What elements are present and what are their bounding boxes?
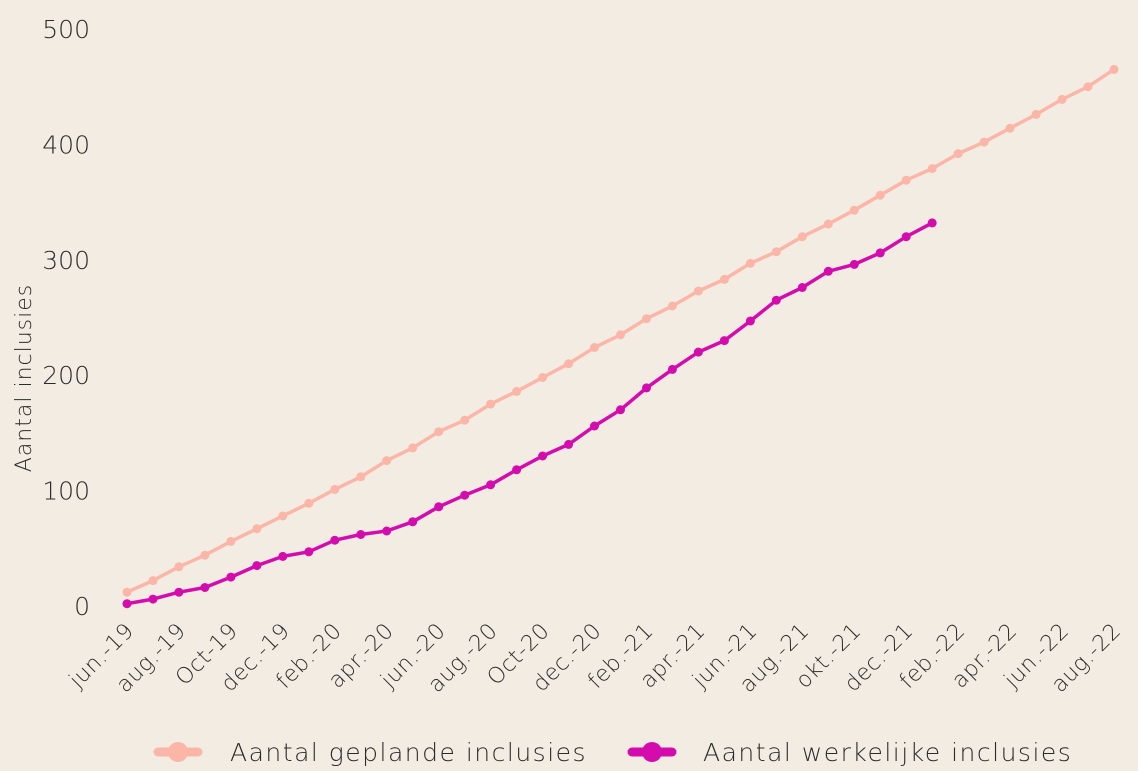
data-point: [304, 547, 313, 556]
data-point: [564, 359, 573, 368]
data-point: [1006, 124, 1015, 133]
x-axis-ticks: jun.-19aug.-19Oct-19dec.-19feb.-20apr.-2…: [64, 619, 1126, 698]
data-point: [123, 588, 132, 597]
y-tick-label: 100: [42, 477, 90, 506]
y-tick-label: 0: [74, 592, 90, 621]
data-point: [356, 472, 365, 481]
data-point: [928, 164, 937, 173]
data-point: [382, 527, 391, 536]
data-point: [1032, 110, 1041, 119]
data-point: [616, 405, 625, 414]
legend-item: Aantal geplande inclusies: [158, 738, 587, 767]
data-point: [278, 512, 287, 521]
data-point: [252, 524, 261, 533]
data-point: [538, 373, 547, 382]
data-point: [642, 383, 651, 392]
data-point: [798, 283, 807, 292]
data-point: [876, 248, 885, 257]
data-point: [408, 517, 417, 526]
data-point: [798, 232, 807, 241]
y-tick-label: 500: [42, 15, 90, 44]
data-point: [512, 387, 521, 396]
data-point: [434, 427, 443, 436]
y-axis-ticks: 0 100 200 300 400 500: [42, 15, 90, 621]
data-point: [304, 499, 313, 508]
data-point: [928, 218, 937, 227]
data-point: [538, 452, 547, 461]
data-point: [694, 348, 703, 357]
data-point: [694, 287, 703, 296]
data-point: [512, 465, 521, 474]
data-point: [149, 576, 158, 585]
data-point: [642, 314, 651, 323]
data-point: [720, 336, 729, 345]
data-point: [1058, 95, 1067, 104]
data-point: [850, 260, 859, 269]
data-point: [1110, 65, 1119, 74]
data-point: [460, 491, 469, 500]
data-point: [408, 443, 417, 452]
y-axis-label: Aantal inclusies: [12, 284, 37, 472]
data-point: [772, 296, 781, 305]
data-point: [746, 259, 755, 268]
series-aantal-werkelijke-inclusies: [123, 218, 937, 608]
data-point: [616, 330, 625, 339]
data-point: [434, 502, 443, 511]
data-point: [123, 599, 132, 608]
data-point: [824, 220, 833, 229]
data-point: [226, 537, 235, 546]
data-point: [668, 302, 677, 311]
data-point: [330, 536, 339, 545]
data-point: [174, 588, 183, 597]
legend-swatch-marker: [168, 742, 188, 762]
data-point: [980, 138, 989, 147]
data-point: [356, 530, 365, 539]
y-tick-label: 400: [42, 130, 90, 159]
legend-item: Aantal werkelijke inclusies: [632, 738, 1072, 767]
data-point: [954, 149, 963, 158]
legend-swatch-marker: [642, 742, 662, 762]
legend-label: Aantal geplande inclusies: [230, 738, 587, 767]
data-point: [226, 573, 235, 582]
data-point: [746, 317, 755, 326]
data-point: [902, 232, 911, 241]
data-point: [1084, 82, 1093, 91]
data-point: [720, 275, 729, 284]
data-point: [460, 416, 469, 425]
data-point: [486, 480, 495, 489]
data-point: [200, 551, 209, 560]
data-point: [149, 595, 158, 604]
data-point: [772, 247, 781, 256]
data-point: [668, 365, 677, 374]
legend: Aantal geplande inclusies Aantal werkelij…: [158, 738, 1072, 767]
data-point: [876, 191, 885, 200]
data-point: [330, 485, 339, 494]
data-point: [564, 440, 573, 449]
data-point: [252, 561, 261, 570]
y-tick-label: 200: [42, 361, 90, 390]
data-point: [824, 267, 833, 276]
data-point: [850, 206, 859, 215]
series-group: [123, 65, 1119, 608]
series-line: [127, 223, 932, 604]
data-point: [382, 456, 391, 465]
data-point: [590, 422, 599, 431]
data-point: [590, 343, 599, 352]
series-aantal-geplande-inclusies: [123, 65, 1119, 597]
data-point: [902, 176, 911, 185]
data-point: [174, 562, 183, 571]
y-tick-label: 300: [42, 246, 90, 275]
data-point: [200, 583, 209, 592]
legend-label: Aantal werkelijke inclusies: [703, 738, 1072, 767]
data-point: [278, 552, 287, 561]
data-point: [486, 400, 495, 409]
